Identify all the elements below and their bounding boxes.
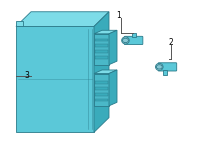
Ellipse shape [156,63,163,70]
Polygon shape [94,34,109,65]
Text: 2: 2 [169,38,173,47]
FancyBboxPatch shape [124,36,143,45]
Polygon shape [94,70,117,74]
Bar [95,99,108,101]
Polygon shape [109,70,117,106]
Bar [95,81,108,84]
Bar [95,56,108,59]
Text: 1: 1 [117,11,121,20]
Bar [163,70,167,75]
Polygon shape [94,30,117,34]
Bar [95,93,108,96]
Polygon shape [109,30,117,65]
Circle shape [122,38,128,43]
Bar [132,33,136,37]
Bar [95,44,108,47]
Bar [95,50,108,53]
Polygon shape [16,21,23,26]
Circle shape [156,65,162,69]
Text: 3: 3 [25,71,29,80]
Polygon shape [94,12,109,132]
Bar [95,39,108,41]
Polygon shape [94,74,109,106]
Polygon shape [16,26,94,132]
Polygon shape [16,12,109,26]
Ellipse shape [122,37,129,44]
FancyBboxPatch shape [158,63,177,71]
Bar [95,87,108,90]
